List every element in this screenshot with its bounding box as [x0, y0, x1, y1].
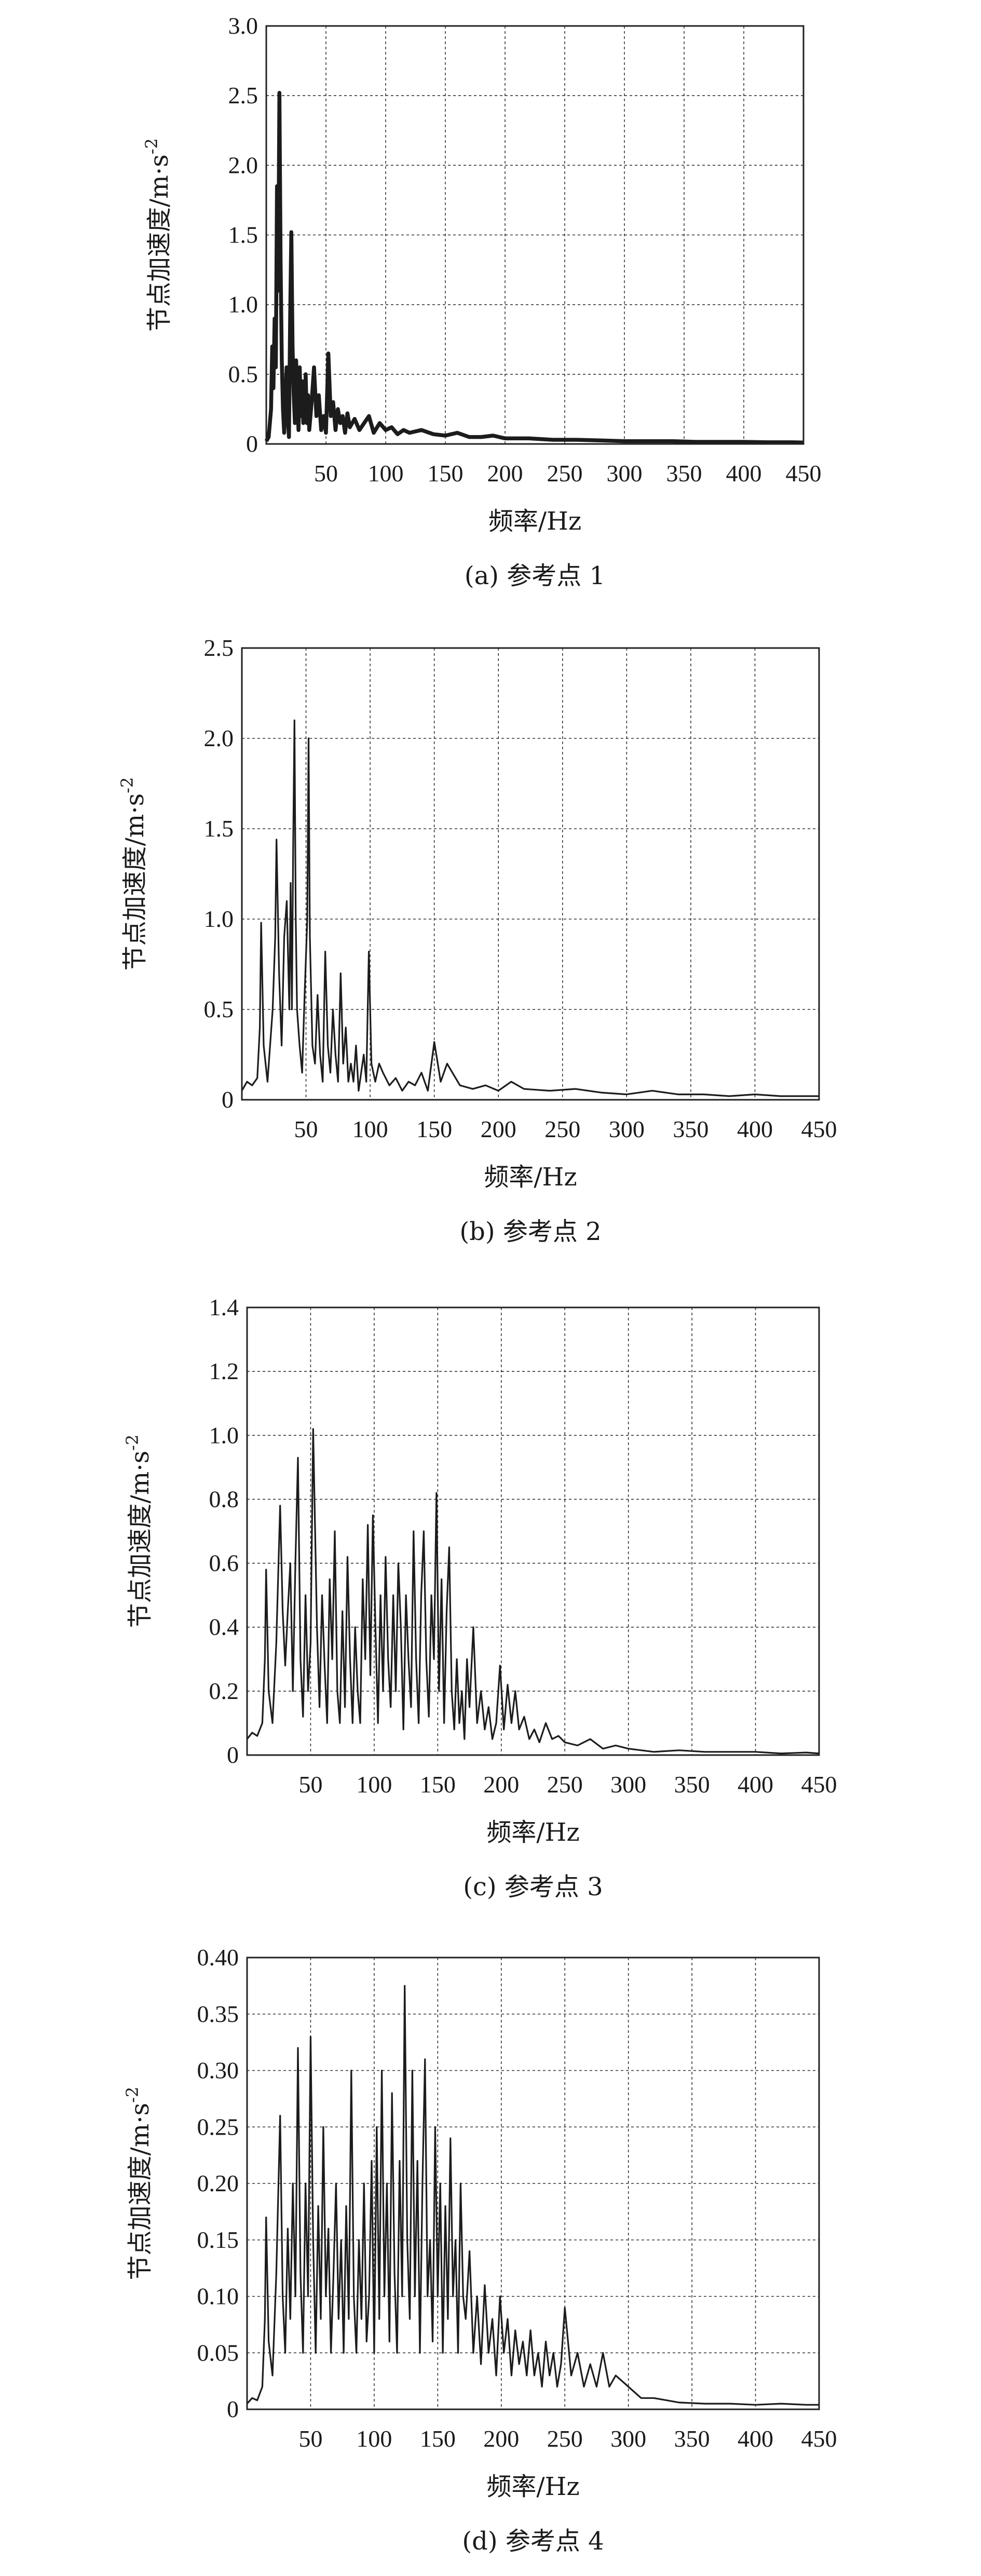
- y-tick-label: 0: [227, 2396, 239, 2422]
- x-axis-label: 频率/Hz: [486, 2472, 579, 2501]
- y-tick-label: 0: [222, 1086, 234, 1113]
- plot-frame: [241, 647, 820, 1101]
- x-tick-label: 100: [352, 1116, 388, 1142]
- x-tick-label: 300: [610, 1771, 646, 1798]
- y-axis-label-superscript: -2: [142, 138, 161, 154]
- y-tick-label: 2.0: [204, 725, 234, 751]
- y-tick-label: 1.4: [209, 1294, 239, 1320]
- y-axis-label-text: 节点加速度/m·s: [120, 793, 149, 971]
- x-tick-label: 200: [487, 460, 523, 487]
- x-tick-label: 150: [420, 1771, 456, 1798]
- y-tick-label: 0: [246, 430, 258, 457]
- x-tick-label: 350: [674, 2425, 710, 2452]
- x-tick-label: 450: [801, 1771, 837, 1798]
- chart-panel-4: 50 100 150 200 250 300 350 400 450 0 0.05 0.10 0.15 0…: [122, 1944, 837, 2556]
- y-axis-label: 节点加速度/m·s-2: [117, 777, 149, 971]
- chart-caption: (d) 参考点 4: [462, 2527, 604, 2556]
- y-tick-label: 1.0: [209, 1422, 239, 1448]
- x-tick-label: 50: [298, 1771, 322, 1798]
- y-tick-label: 1.5: [204, 815, 234, 842]
- x-tick-label: 200: [483, 2425, 519, 2452]
- x-tick-label: 350: [674, 1771, 710, 1798]
- y-tick-label: 0.10: [197, 2283, 239, 2310]
- x-tick-label: 100: [356, 1771, 392, 1798]
- y-tick-label: 0.05: [197, 2339, 239, 2366]
- x-tick-label: 300: [607, 460, 643, 487]
- y-tick-label: 1.0: [204, 906, 234, 932]
- x-tick-label: 250: [544, 1116, 580, 1142]
- spectrum-line: [241, 719, 819, 1097]
- x-tick-label: 400: [737, 1116, 773, 1142]
- y-tick-label: 0.5: [204, 996, 234, 1022]
- y-tick-label: 1.5: [228, 222, 258, 248]
- y-tick-label: 0.30: [197, 2057, 239, 2084]
- y-axis-label: 节点加速度/m·s-2: [122, 2087, 155, 2281]
- plot-frame: [265, 25, 805, 445]
- x-tick-label: 300: [609, 1116, 645, 1142]
- chart-caption: (b) 参考点 2: [459, 1217, 601, 1246]
- y-tick-label: 0.25: [197, 2113, 239, 2140]
- y-axis-label-superscript: -2: [122, 1435, 142, 1451]
- x-tick-label: 300: [610, 2425, 646, 2452]
- x-tick-label: 150: [420, 2425, 456, 2452]
- x-axis-label: 频率/Hz: [488, 507, 581, 536]
- x-tick-label: 200: [481, 1116, 516, 1142]
- y-tick-label: 0: [227, 1742, 239, 1768]
- x-tick-label: 250: [547, 1771, 583, 1798]
- x-axis-label: 频率/Hz: [484, 1163, 577, 1192]
- spectrum-line: [264, 91, 804, 445]
- x-tick-label: 450: [801, 2425, 837, 2452]
- x-tick-label: 250: [547, 2425, 583, 2452]
- x-tick-label: 100: [356, 2425, 392, 2452]
- y-axis-label-text: 节点加速度/m·s: [145, 154, 174, 332]
- x-tick-label: 150: [428, 460, 464, 487]
- x-tick-label: 400: [726, 460, 762, 487]
- y-tick-label: 0.8: [209, 1486, 239, 1512]
- y-tick-label: 0.20: [197, 2170, 239, 2196]
- x-tick-label: 450: [786, 460, 822, 487]
- y-tick-label: 2.0: [228, 152, 258, 178]
- y-tick-label: 0.4: [209, 1614, 239, 1640]
- y-axis-label-superscript: -2: [117, 777, 137, 793]
- x-axis-label: 频率/Hz: [486, 1818, 579, 1847]
- y-tick-label: 1.0: [228, 291, 258, 318]
- y-axis-label: 节点加速度/m·s-2: [122, 1435, 155, 1628]
- y-tick-label: 2.5: [204, 635, 234, 661]
- x-tick-label: 350: [666, 460, 702, 487]
- x-tick-label: 50: [314, 460, 338, 487]
- x-tick-label: 400: [738, 2425, 773, 2452]
- x-tick-label: 350: [673, 1116, 709, 1142]
- y-tick-label: 0.2: [209, 1678, 239, 1704]
- y-axis-label: 节点加速度/m·s-2: [142, 138, 174, 332]
- y-tick-label: 0.35: [197, 2001, 239, 2027]
- chart-panel-3: 50 100 150 200 250 300 350 400 450 0 0.2 0.4 0.6 0.8 1…: [122, 1294, 837, 1901]
- x-tick-label: 100: [368, 460, 404, 487]
- x-tick-label: 450: [801, 1116, 837, 1142]
- y-tick-label: 0.40: [197, 1944, 239, 1971]
- x-tick-label: 50: [294, 1116, 318, 1142]
- y-tick-label: 0.5: [228, 361, 258, 387]
- chart-caption: (a) 参考点 1: [465, 561, 605, 590]
- x-tick-label: 150: [416, 1116, 452, 1142]
- y-tick-label: 0.15: [197, 2227, 239, 2253]
- plot-frame: [246, 1957, 820, 2410]
- x-tick-label: 50: [298, 2425, 322, 2452]
- chart-panel-1: 50 100 150 200 250 300 350 400 450 0 0.5 1.0 1.5 2.0 2…: [142, 12, 822, 590]
- y-axis-label-text: 节点加速度/m·s: [126, 2103, 155, 2281]
- spectrum-line: [246, 1428, 820, 1755]
- y-tick-label: 1.2: [209, 1358, 239, 1384]
- plot-frame: [246, 1306, 820, 1756]
- y-axis-label-text: 节点加速度/m·s: [126, 1451, 155, 1628]
- chart-caption: (c) 参考点 3: [463, 1872, 603, 1901]
- x-tick-label: 400: [738, 1771, 773, 1798]
- y-tick-label: 0.6: [209, 1550, 239, 1576]
- x-tick-label: 200: [483, 1771, 519, 1798]
- y-tick-label: 3.0: [228, 12, 258, 39]
- chart-panel-2: 50 100 150 200 250 300 350 400 450 0 0.5 1.0 1.5 2.0 2…: [117, 635, 837, 1246]
- y-tick-label: 2.5: [228, 82, 258, 109]
- x-tick-label: 250: [547, 460, 583, 487]
- y-axis-label-superscript: -2: [122, 2087, 142, 2103]
- spectrum-line: [246, 1985, 819, 2406]
